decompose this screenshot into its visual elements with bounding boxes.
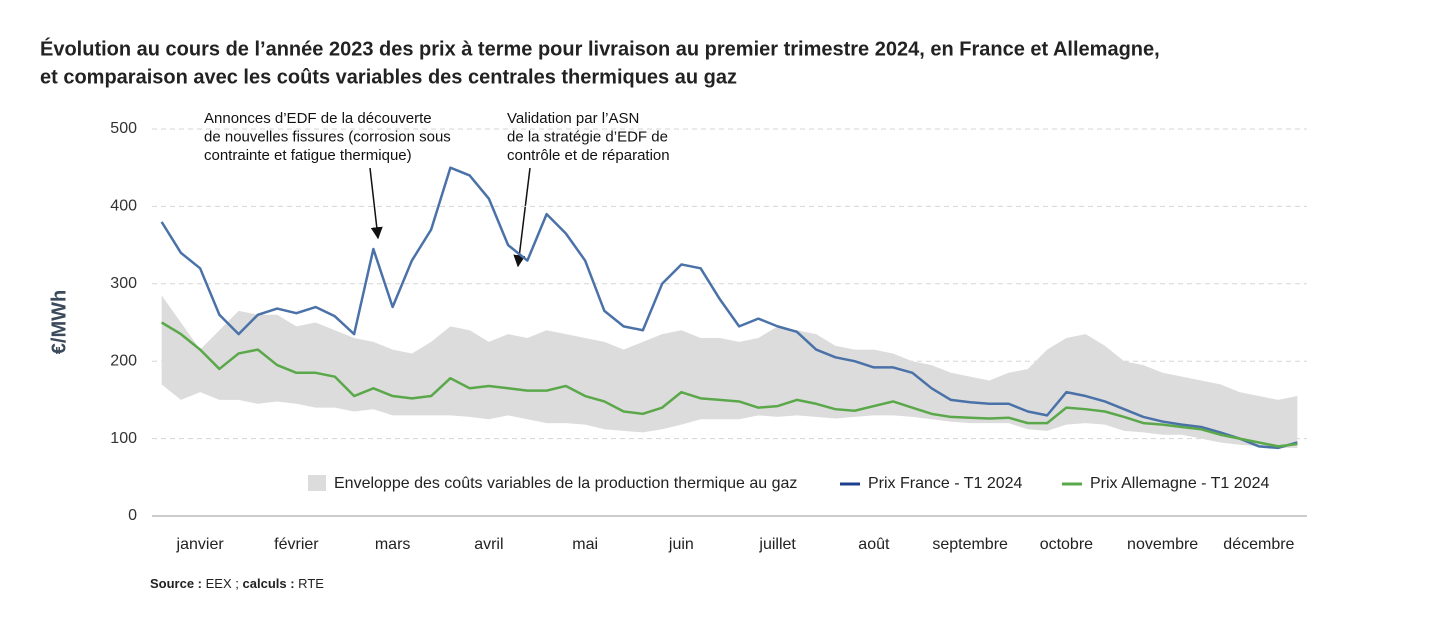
legend-label: Prix Allemagne - T1 2024 (1090, 475, 1269, 492)
annotation: contrainte et fatigue thermique) (204, 147, 412, 164)
annotation: de la stratégie d’EDF de (507, 128, 668, 145)
x-tick-label: janvier (176, 536, 225, 553)
x-tick-label: novembre (1127, 536, 1198, 553)
x-tick-label: octobre (1040, 536, 1093, 553)
x-tick-label: juillet (758, 536, 796, 553)
series-line (160, 166, 1298, 450)
x-tick-label: août (858, 536, 890, 553)
series-line (160, 321, 1298, 448)
x-tick-label: mars (375, 536, 411, 553)
y-tick-label: 200 (110, 352, 137, 369)
x-tick-label: avril (474, 536, 503, 553)
source-part: RTE (298, 576, 324, 591)
annotation: Annonces d’EDF de la découverte (204, 110, 432, 127)
annotation-arrow (369, 167, 383, 240)
annotation: contrôle et de réparation (507, 147, 670, 164)
y-tick-label: 100 (110, 430, 137, 447)
x-tick-label: décembre (1223, 536, 1294, 553)
source-part: EEX ; (206, 576, 239, 591)
source-part: calculs : (243, 576, 295, 591)
source-part: Source : (150, 576, 202, 591)
x-tick-label: juin (668, 536, 694, 553)
x-tick-label: septembre (932, 536, 1008, 553)
legend-swatch (308, 475, 326, 491)
legend-label: Prix France - T1 2024 (868, 475, 1023, 492)
chart-title: Évolution au cours de l’année 2023 des p… (40, 37, 1160, 60)
y-tick-label: 400 (110, 198, 137, 215)
y-tick-label: 0 (128, 507, 137, 524)
y-tick-label: 300 (110, 275, 137, 292)
envelope-area (161, 295, 1298, 448)
annotation-arrow (513, 167, 531, 268)
annotation: de nouvelles fissures (corrosion sous (204, 128, 451, 145)
x-tick-label: février (274, 536, 319, 553)
y-axis-label: €/MWh (48, 290, 70, 354)
y-tick-label: 500 (110, 120, 137, 137)
legend-label: Enveloppe des coûts variables de la prod… (334, 475, 797, 492)
chart-title: et comparaison avec les coûts variables … (40, 66, 737, 88)
x-tick-label: mai (572, 536, 598, 553)
annotation: Validation par l’ASN (507, 110, 639, 127)
source: Source : EEX ; calculs : RTE (150, 576, 324, 591)
